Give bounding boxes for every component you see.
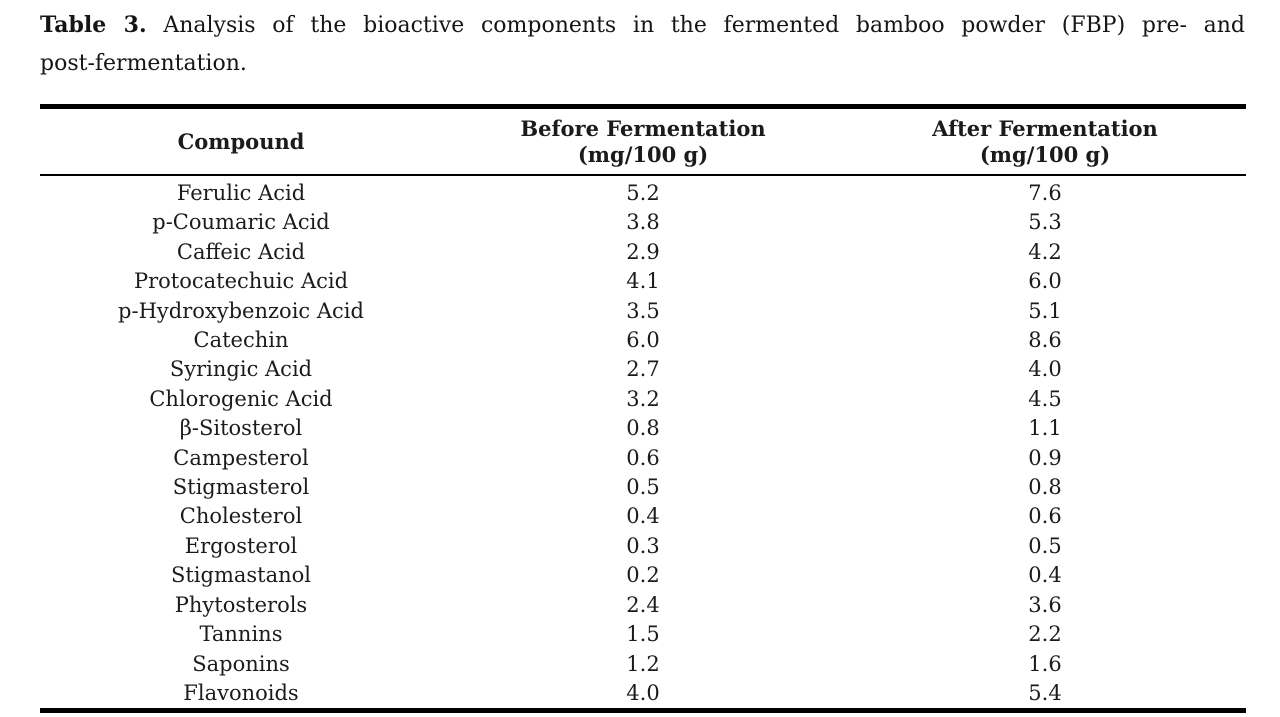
table-header-row: Compound Before Fermentation (mg/100 g) A…	[40, 106, 1246, 176]
table-row: Cholesterol 0.4 0.6	[40, 502, 1246, 531]
cell-after-value: 8.6	[1028, 328, 1062, 353]
table-row: Stigmasterol 0.5 0.8	[40, 473, 1246, 502]
cell-before-value: 2.4	[626, 592, 660, 617]
column-header-compound: Compound	[40, 106, 442, 176]
column-header-after-title: After Fermentation	[932, 116, 1158, 141]
table-body: Ferulic Acid 5.2 7.6 p-Coumaric Acid 3.8…	[40, 175, 1246, 711]
cell-after-value: 0.8	[1028, 475, 1062, 500]
cell-after-value: 4.2	[1028, 239, 1062, 264]
cell-compound: Saponins	[192, 651, 290, 676]
cell-compound: Flavonoids	[183, 680, 299, 705]
cell-compound: p-Coumaric Acid	[152, 210, 330, 235]
cell-before-value: 2.9	[626, 239, 660, 264]
cell-before-value: 4.1	[626, 269, 660, 294]
cell-compound: Cholesterol	[179, 504, 303, 529]
cell-compound: Tannins	[199, 622, 283, 647]
cell-before-value: 2.7	[626, 357, 660, 382]
table-row: Saponins 1.2 1.6	[40, 650, 1246, 679]
cell-compound: Phytosterols	[174, 592, 308, 617]
table-row: Syringic Acid 2.7 4.0	[40, 355, 1246, 384]
cell-compound: Campesterol	[173, 445, 309, 470]
table-row: Caffeic Acid 2.9 4.2	[40, 238, 1246, 267]
cell-before-value: 3.5	[626, 298, 660, 323]
column-header-before-unit: (mg/100 g)	[577, 142, 709, 167]
cell-after-value: 6.0	[1028, 269, 1062, 294]
cell-after-value: 4.5	[1028, 386, 1062, 411]
cell-after-value: 0.9	[1028, 445, 1062, 470]
column-header-compound-title: Compound	[177, 129, 305, 154]
cell-after-value: 4.0	[1028, 357, 1062, 382]
cell-before-value: 0.3	[626, 533, 660, 558]
cell-after-value: 7.6	[1028, 181, 1062, 205]
cell-after-value: 5.4	[1028, 680, 1062, 705]
cell-compound: Protocatechuic Acid	[133, 269, 349, 294]
cell-after-value: 1.6	[1028, 651, 1062, 676]
table-row: β-Sitosterol 0.8 1.1	[40, 414, 1246, 443]
cell-after-value: 5.1	[1028, 298, 1062, 323]
cell-after-value: 2.2	[1028, 622, 1062, 647]
table-row: Ferulic Acid 5.2 7.6	[40, 175, 1246, 208]
cell-compound: Catechin	[193, 328, 289, 353]
table-row: Protocatechuic Acid 4.1 6.0	[40, 267, 1246, 296]
cell-before-value: 0.4	[626, 504, 660, 529]
cell-before-value: 6.0	[626, 328, 660, 353]
table-caption-text: Analysis of the bioactive components in …	[163, 13, 1245, 38]
table-row: Campesterol 0.6 0.9	[40, 444, 1246, 473]
table-row: p-Coumaric Acid 3.8 5.3	[40, 208, 1246, 237]
cell-before-value: 1.5	[626, 622, 660, 647]
cell-compound: Syringic Acid	[169, 357, 313, 382]
cell-after-value: 1.1	[1028, 416, 1062, 441]
cell-before-value: 1.2	[626, 651, 660, 676]
table-header: Compound Before Fermentation (mg/100 g) A…	[40, 106, 1246, 176]
cell-compound: Stigmasterol	[172, 475, 310, 500]
table-caption-line1: Table 3. Analysis of the bioactive compo…	[40, 6, 1245, 45]
cell-compound: Caffeic Acid	[176, 239, 306, 264]
cell-compound: Ferulic Acid	[176, 181, 306, 205]
table-row: Ergosterol 0.3 0.5	[40, 532, 1246, 561]
column-header-after-unit: (mg/100 g)	[979, 142, 1111, 167]
column-header-after: After Fermentation (mg/100 g)	[844, 106, 1246, 176]
table-row: Catechin 6.0 8.6	[40, 326, 1246, 355]
cell-before-value: 0.2	[626, 563, 660, 588]
cell-before-value: 0.5	[626, 475, 660, 500]
table-row: Phytosterols 2.4 3.6	[40, 591, 1246, 620]
cell-after-value: 0.6	[1028, 504, 1062, 529]
table-row: Stigmastanol 0.2 0.4	[40, 561, 1246, 590]
table-row: p-Hydroxybenzoic Acid 3.5 5.1	[40, 297, 1246, 326]
column-header-before: Before Fermentation (mg/100 g)	[442, 106, 844, 176]
cell-compound: Stigmastanol	[170, 563, 312, 588]
table-row: Chlorogenic Acid 3.2 4.5	[40, 385, 1246, 414]
cell-before-value: 0.6	[626, 445, 660, 470]
cell-before-value: 5.2	[626, 181, 660, 205]
cell-before-value: 3.2	[626, 386, 660, 411]
column-header-before-title: Before Fermentation	[520, 116, 766, 141]
cell-before-value: 0.8	[626, 416, 660, 441]
cell-before-value: 3.8	[626, 210, 660, 235]
cell-before-value: 4.0	[626, 680, 660, 705]
cell-after-value: 5.3	[1028, 210, 1062, 235]
table-row: Flavonoids 4.0 5.4	[40, 679, 1246, 711]
cell-after-value: 3.6	[1028, 592, 1062, 617]
table-row: Tannins 1.5 2.2	[40, 620, 1246, 649]
cell-after-value: 0.4	[1028, 563, 1062, 588]
cell-compound: β-Sitosterol	[179, 416, 303, 441]
cell-compound: Chlorogenic Acid	[149, 386, 333, 411]
cell-compound: p-Hydroxybenzoic Acid	[118, 298, 364, 323]
table-caption-line2: post-fermentation.	[40, 51, 247, 76]
cell-compound: Ergosterol	[184, 533, 298, 558]
table-caption: Table 3. Analysis of the bioactive compo…	[40, 6, 1245, 83]
cell-after-value: 0.5	[1028, 533, 1062, 558]
bioactive-components-table: Compound Before Fermentation (mg/100 g) A…	[40, 104, 1246, 714]
table-caption-label: Table 3.	[40, 12, 147, 38]
